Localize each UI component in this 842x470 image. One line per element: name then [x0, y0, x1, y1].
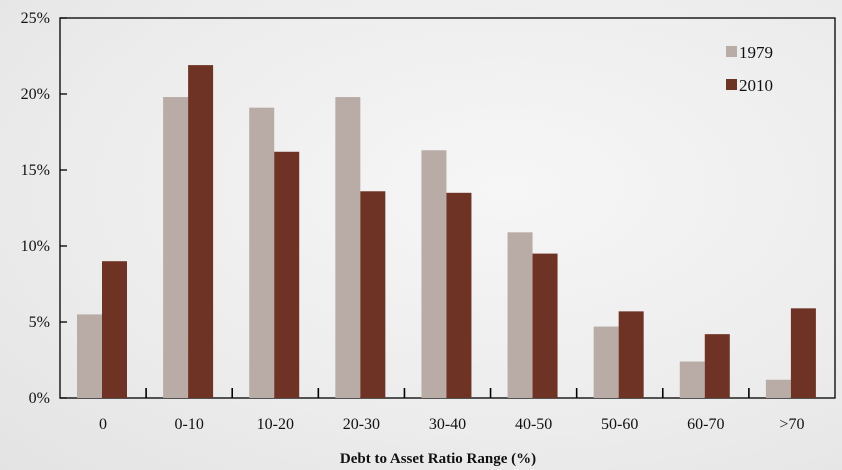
bar-2010-60-70 — [704, 334, 730, 398]
bars-layer — [77, 65, 816, 399]
bar-2010-0 — [102, 261, 127, 398]
bar-1979->70 — [765, 379, 791, 398]
bar-2010-10-20 — [274, 151, 300, 398]
y-tick-label: 0% — [29, 390, 50, 407]
x-tick-label: 20-30 — [343, 416, 380, 433]
legend-label-1979: 1979 — [739, 43, 773, 62]
x-tick-label: 10-20 — [257, 416, 294, 433]
x-tick-label: 60-70 — [687, 416, 724, 433]
legend-label-2010: 2010 — [739, 76, 773, 95]
legend-swatch-1979 — [726, 46, 737, 57]
x-tick-label: 0-10 — [175, 416, 204, 433]
legend-swatch-2010 — [726, 79, 737, 90]
bar-2010-30-40 — [446, 192, 472, 398]
bar-1979-10-20 — [249, 107, 275, 399]
bar-1979-0-10 — [163, 97, 189, 398]
bar-2010-20-30 — [360, 191, 386, 398]
bar-1979-30-40 — [421, 150, 447, 398]
bar-1979-50-60 — [593, 326, 619, 398]
x-axis: 0 0-10 10-20 20-30 30-40 40-50 50-60 60-70 >70 — [99, 388, 804, 433]
y-tick-label: 5% — [29, 314, 50, 331]
bar-2010-0-10 — [188, 65, 214, 399]
bar-1979-20-30 — [335, 97, 361, 398]
bar-1979-60-70 — [679, 361, 705, 398]
bar-1979-0 — [77, 314, 102, 398]
x-tick-label: 0 — [99, 416, 107, 433]
x-tick-label: 30-40 — [429, 416, 466, 433]
legend: 1979 2010 — [726, 43, 773, 95]
y-tick-label: 10% — [21, 238, 50, 255]
x-tick-label: 40-50 — [515, 416, 552, 433]
x-tick-label: 50-60 — [601, 416, 638, 433]
y-tick-label: 20% — [21, 86, 50, 103]
bar-2010->70 — [790, 308, 816, 398]
y-tick-label: 25% — [21, 10, 50, 27]
x-tick-label: >70 — [779, 416, 804, 433]
x-axis-title: Debt to Asset Ratio Range (%) — [340, 451, 536, 467]
bar-2010-50-60 — [618, 311, 644, 398]
bar-2010-40-50 — [532, 253, 558, 398]
y-axis: 0% 5% 10% 15% 20% 25% — [21, 10, 67, 407]
bar-1979-40-50 — [507, 232, 533, 398]
y-tick-label: 15% — [21, 162, 50, 179]
